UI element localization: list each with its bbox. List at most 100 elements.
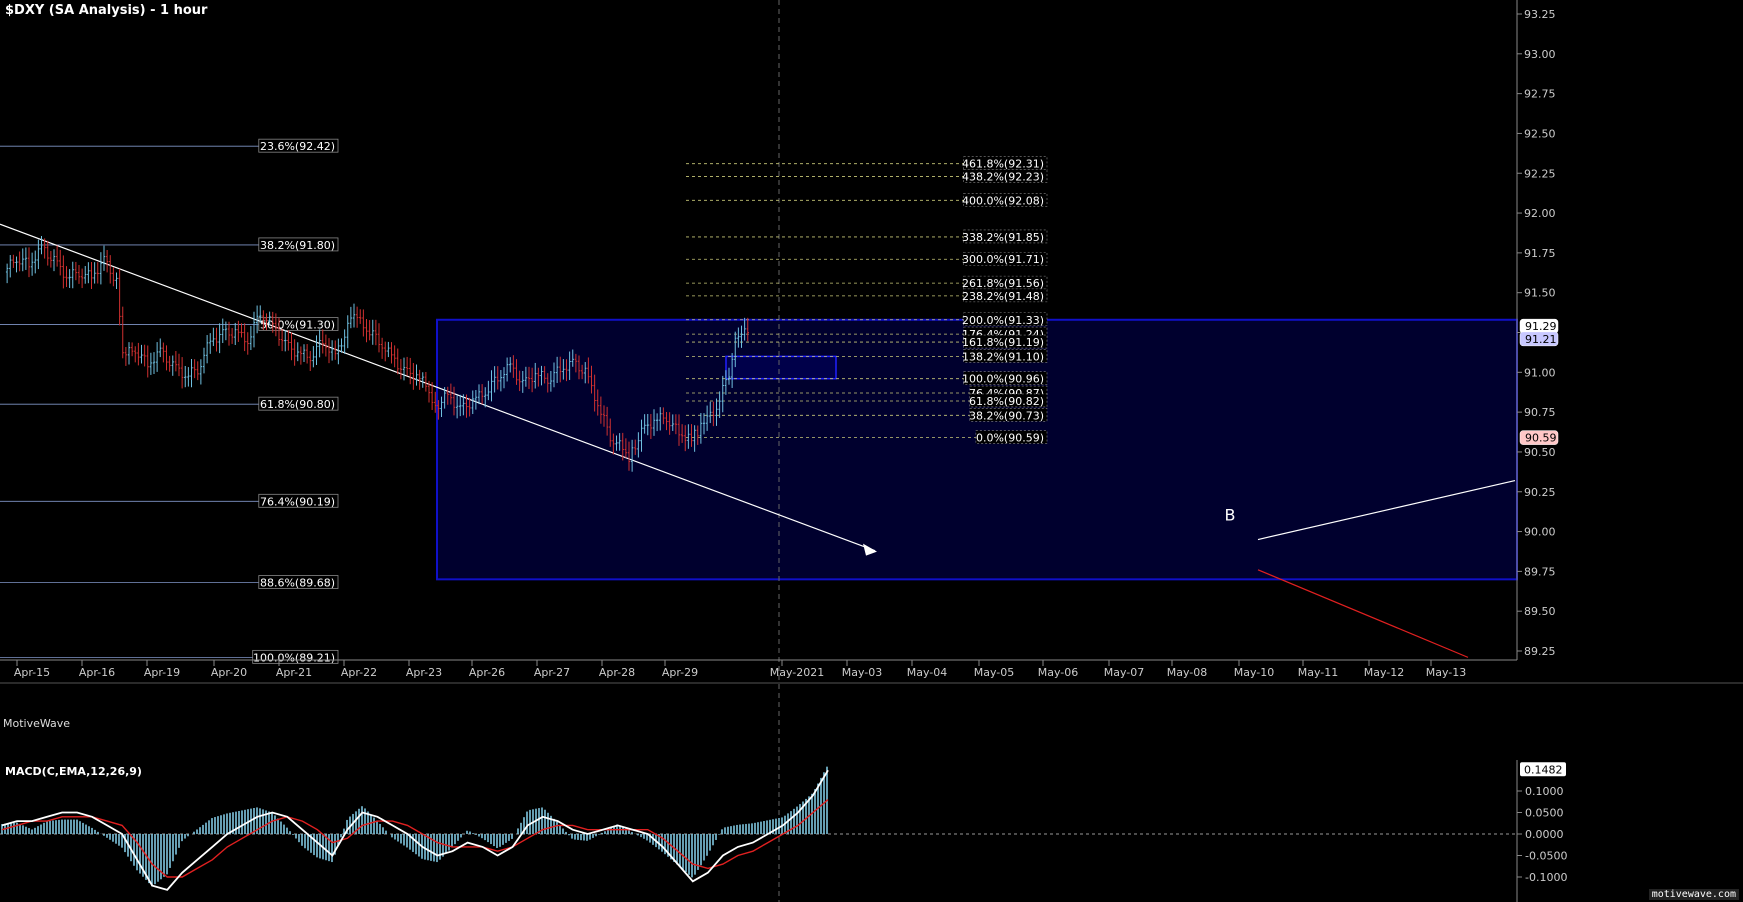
fib-right-label-box — [969, 393, 1048, 408]
time-axis-label: May-03 — [842, 666, 883, 679]
price-axis-label: 89.50 — [1524, 605, 1556, 618]
macd-axis-label: -0.0500 — [1525, 850, 1567, 863]
macd-last-box — [1520, 762, 1566, 777]
price-axis-label: 93.00 — [1524, 48, 1556, 61]
fib-left-label: 38.2%(91.80) — [260, 239, 335, 252]
price-tag-label: 90.59 — [1525, 432, 1557, 445]
trendline-up — [1257, 480, 1516, 541]
fib-right-label-box — [963, 193, 1048, 207]
time-axis-label: Apr-19 — [144, 666, 180, 679]
small-zone-box — [725, 355, 837, 380]
price-axis-label: 92.75 — [1524, 88, 1556, 101]
fib-left-label-box — [258, 493, 339, 508]
fib-right-label-box — [969, 408, 1048, 422]
price-axis-label: 91.75 — [1524, 247, 1556, 260]
fib-right-label: 461.8%(92.31) — [962, 158, 1044, 171]
trendline-arrowhead — [863, 543, 877, 556]
macd-axis-label: 0.0500 — [1525, 807, 1564, 820]
fib-right-label: 438.2%(92.23) — [962, 170, 1044, 183]
price-tag-label: 91.21 — [1525, 333, 1557, 346]
fib-right-label-box — [963, 251, 1048, 266]
fib-right-label: 400.0%(92.08) — [962, 194, 1044, 207]
fib-left-label: 76.4%(90.19) — [260, 495, 335, 508]
time-axis-label: May-06 — [1038, 666, 1079, 679]
fib-right-label: 161.8%(91.19) — [962, 336, 1044, 349]
fib-right-label: 38.2%(90.73) — [969, 409, 1044, 422]
fib-right-label-box — [963, 371, 1048, 385]
price-axis-label: 92.00 — [1524, 207, 1556, 220]
price-axis-label: 89.75 — [1524, 565, 1556, 578]
fib-levels: 23.6%(92.42)38.2%(91.80)50.0%(91.30)61.8… — [0, 138, 1048, 664]
fib-left-label: 23.6%(92.42) — [260, 140, 335, 153]
fib-left-label: 61.8%(90.80) — [260, 398, 335, 411]
fib-left-label-box — [258, 575, 339, 589]
fib-right-label-box — [963, 229, 1048, 244]
price-axis-label: 92.25 — [1524, 167, 1556, 180]
time-axis-label: Apr-22 — [341, 666, 377, 679]
trendline-down — [0, 223, 876, 552]
fib-right-label: 200.0%(91.33) — [962, 314, 1044, 327]
macd-signal-line — [1, 799, 829, 878]
time-axis-label: Apr-20 — [211, 666, 247, 679]
fib-left-label: 88.6%(89.68) — [260, 577, 335, 590]
axes: 93.25 93.00 92.75 92.50 92.25 92.00 91.75 91.50… — [0, 0, 1559, 679]
price-axis-label: 90.50 — [1524, 446, 1556, 459]
fib-right-label-box — [963, 349, 1048, 363]
fib-right-label: 61.8%(90.82) — [969, 395, 1044, 408]
fib-left-label: 100.0%(89.21) — [253, 651, 335, 664]
time-axis-label: May-11 — [1298, 666, 1339, 679]
fib-left-label-box — [258, 237, 339, 252]
watermark-top: MotiveWave — [3, 717, 71, 730]
watermark-bottom: motivewave.com — [1648, 889, 1739, 900]
price-axis-label: 90.75 — [1524, 406, 1556, 419]
fib-left-label-box — [258, 138, 339, 153]
wave-label-b: B — [1225, 505, 1236, 524]
fib-right-label-box — [975, 430, 1048, 444]
time-axis-label: May-2021 — [770, 666, 825, 679]
time-axis-label: Apr-27 — [534, 666, 570, 679]
time-axis-label: Apr-23 — [406, 666, 442, 679]
fib-right-label: 138.2%(91.10) — [962, 350, 1044, 363]
time-axis-label: May-12 — [1364, 666, 1405, 679]
time-axis-label: Apr-16 — [79, 666, 115, 679]
fib-right-label-box — [963, 334, 1048, 349]
fib-right-label-box — [963, 312, 1048, 327]
time-axis-label: Apr-29 — [662, 666, 698, 679]
time-axis-label: Apr-26 — [469, 666, 505, 679]
price-axis-label: 89.25 — [1524, 645, 1556, 658]
time-axis-label: Apr-15 — [14, 666, 50, 679]
macd-axis-label: 0.0000 — [1525, 828, 1564, 841]
time-axis-label: Apr-28 — [599, 666, 635, 679]
macd-line — [1, 769, 829, 891]
macd-panel: 0.1000 0.0500 0.0000 -0.0500 -0.1000 0.1482 — [0, 682, 1743, 902]
time-axis-label: May-04 — [907, 666, 948, 679]
target-zones — [436, 0, 1518, 902]
price-axis-label: 90.00 — [1524, 526, 1556, 539]
fib-right-label: 238.2%(91.48) — [962, 290, 1044, 303]
time-axis-label: May-08 — [1167, 666, 1208, 679]
time-axis-label: May-07 — [1104, 666, 1145, 679]
fib-left-label-box — [258, 396, 339, 411]
price-tag-label: 91.29 — [1525, 320, 1557, 333]
fib-right-label-box — [963, 288, 1048, 303]
price-axis-label: 92.50 — [1524, 127, 1556, 140]
price-axis-label: 93.25 — [1524, 8, 1556, 21]
time-axis-label: May-13 — [1426, 666, 1467, 679]
fib-right-label: 300.0%(91.71) — [962, 253, 1044, 266]
price-tag-box — [1519, 430, 1559, 445]
chart-title: $DXY (SA Analysis) - 1 hour — [5, 3, 208, 18]
time-axis-label: Apr-21 — [276, 666, 312, 679]
red-line — [1257, 569, 1469, 658]
fib-right-label: 338.2%(91.85) — [962, 231, 1044, 244]
fib-right-label: 0.0%(90.59) — [976, 432, 1044, 445]
fib-right-label-box — [963, 169, 1048, 183]
macd-title: MACD(C,EMA,12,26,9) — [5, 765, 142, 778]
fib-right-label: 100.0%(90.96) — [962, 373, 1044, 386]
time-axis-label: May-10 — [1234, 666, 1275, 679]
candles — [5, 235, 749, 472]
macd-last-label: 0.1482 — [1524, 763, 1563, 776]
price-axis-label: 90.25 — [1524, 486, 1556, 499]
macd-axis-label: 0.1000 — [1525, 785, 1564, 798]
fib-right-label: 261.8%(91.56) — [962, 277, 1044, 290]
